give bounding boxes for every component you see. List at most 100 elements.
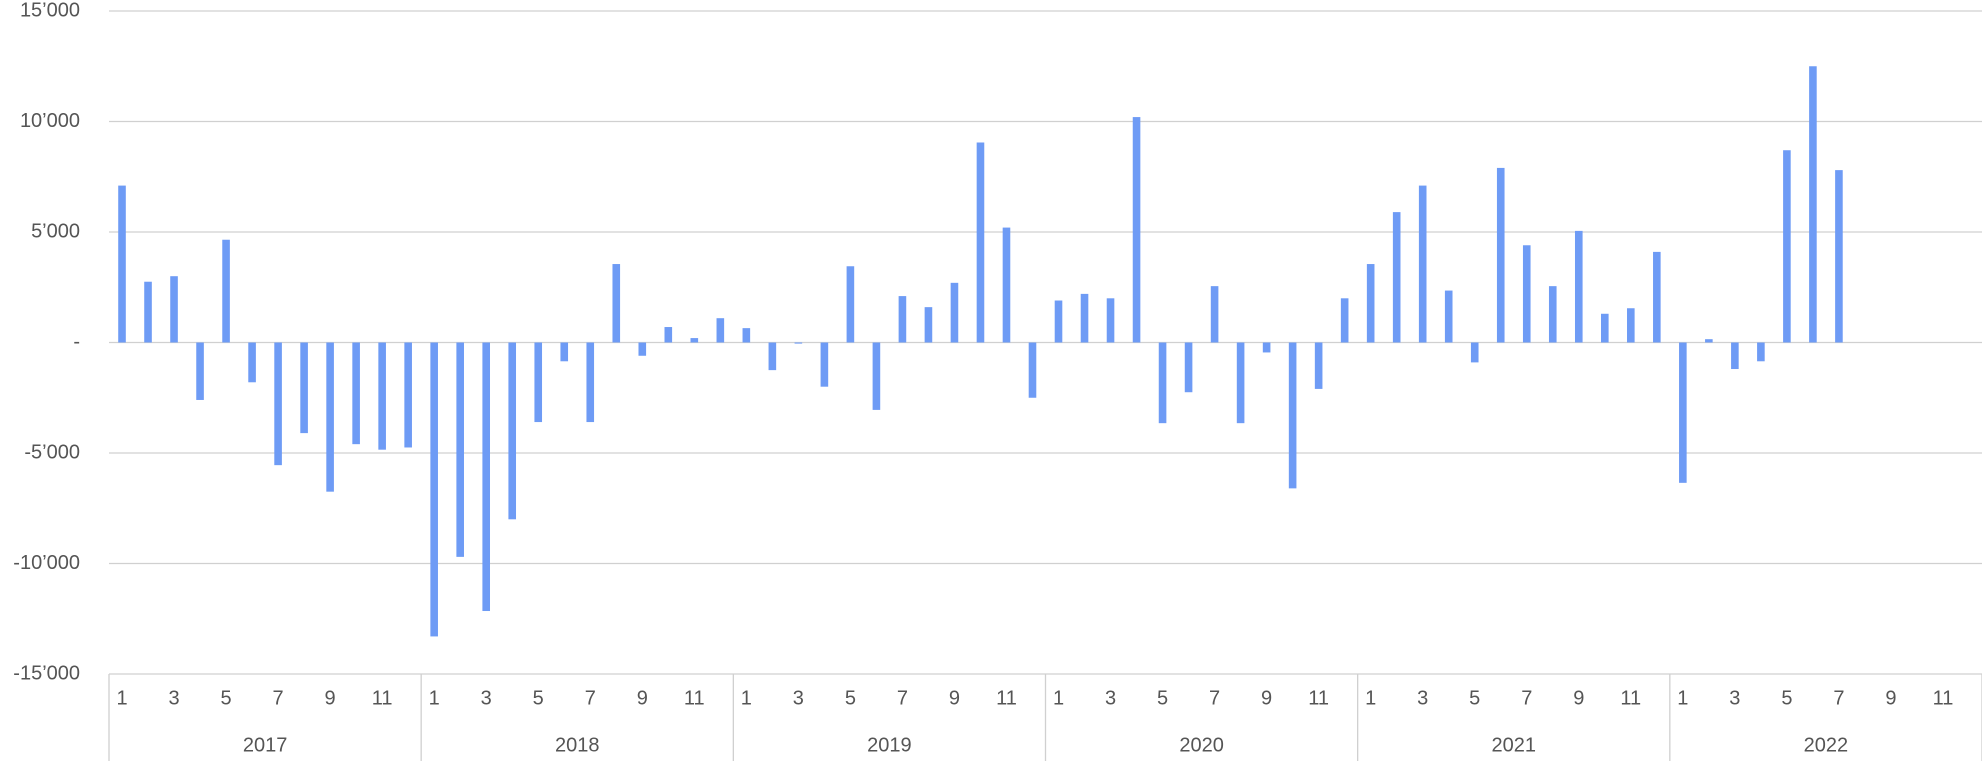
y-tick-label: -10’000 <box>13 552 80 574</box>
x-tick-label: 5 <box>1469 687 1480 709</box>
x-tick-label: 9 <box>1261 687 1272 709</box>
x-tick-label: 1 <box>116 687 127 709</box>
bar <box>1444 290 1453 343</box>
bar <box>586 342 595 423</box>
x-tick-label: 11 <box>996 687 1017 709</box>
x-tick-label: 1 <box>741 687 752 709</box>
bar <box>118 185 126 343</box>
bar <box>820 342 829 387</box>
bar <box>482 342 491 612</box>
year-label: 2019 <box>867 734 912 756</box>
bar <box>1809 66 1817 343</box>
bar <box>1054 300 1063 343</box>
x-tick-label: 11 <box>684 687 705 709</box>
bar <box>170 276 178 343</box>
year-label: 2021 <box>1492 734 1537 756</box>
bar <box>1132 117 1141 343</box>
bar <box>768 342 777 371</box>
bar <box>378 342 386 450</box>
bar <box>1158 342 1167 424</box>
bar <box>1783 150 1791 343</box>
x-tick-label: 7 <box>1833 687 1844 709</box>
x-tick-label: 3 <box>1729 687 1740 709</box>
x-tick-label: 11 <box>1620 687 1641 709</box>
bar <box>638 342 647 356</box>
bar <box>1366 264 1375 343</box>
bar <box>1757 342 1765 362</box>
x-tick-label: 11 <box>1308 687 1329 709</box>
y-tick-label: -15’000 <box>13 662 80 684</box>
bar <box>716 318 725 343</box>
x-tick-label: 9 <box>1573 687 1584 709</box>
bar <box>924 307 933 343</box>
x-tick-label: 9 <box>949 687 960 709</box>
bar <box>404 342 412 448</box>
y-tick-label: 10’000 <box>20 110 80 132</box>
bar <box>664 327 673 343</box>
bar <box>794 342 803 344</box>
x-tick-label: 3 <box>168 687 179 709</box>
bar <box>1262 342 1271 353</box>
x-tick-label: 3 <box>1105 687 1116 709</box>
x-tick-label: 9 <box>637 687 648 709</box>
bar <box>1314 342 1323 389</box>
x-tick-label: 5 <box>1781 687 1792 709</box>
x-tick-label: 7 <box>1209 687 1220 709</box>
x-tick-label: 1 <box>1365 687 1376 709</box>
bar <box>1236 342 1245 424</box>
bar <box>352 342 360 445</box>
bar <box>430 342 438 637</box>
bar <box>1679 342 1687 483</box>
y-tick-label: 15’000 <box>20 0 80 21</box>
bar <box>1496 167 1505 343</box>
bar <box>612 264 621 343</box>
bar <box>1418 185 1427 343</box>
year-label: 2022 <box>1804 734 1849 756</box>
bar <box>144 281 152 343</box>
y-tick-label: 5’000 <box>31 220 80 242</box>
x-tick-label: 7 <box>1521 687 1532 709</box>
x-tick-label: 7 <box>897 687 908 709</box>
year-label: 2018 <box>555 734 600 756</box>
year-label: 2017 <box>243 734 288 756</box>
bar <box>326 342 334 492</box>
bar <box>1627 308 1635 343</box>
bar <box>196 342 204 400</box>
bar <box>1470 342 1479 363</box>
x-tick-label: 5 <box>845 687 856 709</box>
x-tick-label: 5 <box>533 687 544 709</box>
bar <box>1835 170 1843 343</box>
y-tick-label: -5’000 <box>24 441 80 463</box>
year-label: 2020 <box>1179 734 1224 756</box>
x-tick-label: 3 <box>793 687 804 709</box>
bar <box>1731 342 1739 370</box>
bar <box>742 328 751 343</box>
bar <box>1184 342 1193 393</box>
bar <box>274 342 282 466</box>
x-tick-label: 1 <box>1053 687 1064 709</box>
bar <box>1002 227 1011 343</box>
bar <box>976 142 985 343</box>
x-tick-label: 7 <box>273 687 284 709</box>
bar <box>222 239 230 343</box>
bar <box>846 266 855 343</box>
bar <box>534 342 543 423</box>
x-tick-label: 11 <box>372 687 393 709</box>
x-tick-label: 7 <box>585 687 596 709</box>
bar <box>248 342 256 383</box>
bar <box>690 338 699 343</box>
bar <box>1522 245 1531 343</box>
x-tick-label: 5 <box>221 687 232 709</box>
bar <box>1340 298 1349 343</box>
x-tick-label: 1 <box>429 687 440 709</box>
x-tick-label: 5 <box>1157 687 1168 709</box>
bar <box>1574 230 1583 343</box>
x-tick-label: 3 <box>1417 687 1428 709</box>
y-tick-label: - <box>73 331 80 353</box>
bar <box>1210 286 1219 343</box>
bar <box>1288 342 1297 489</box>
bar <box>872 342 881 410</box>
bar <box>508 342 517 520</box>
bar <box>950 282 959 343</box>
